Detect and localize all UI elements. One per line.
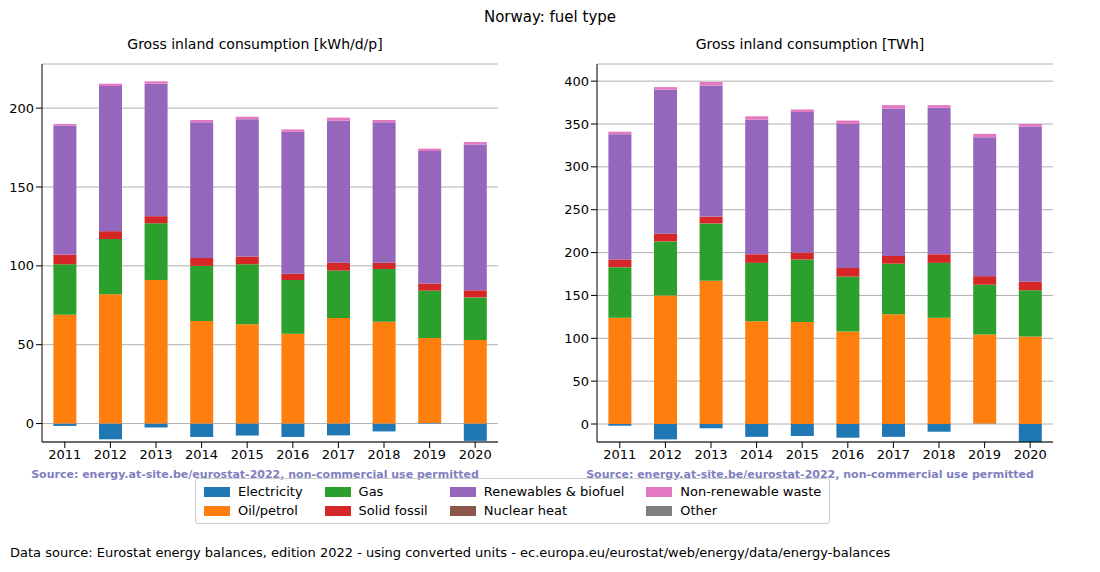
svg-text:2019: 2019: [413, 447, 446, 462]
svg-text:2017: 2017: [877, 447, 910, 462]
svg-text:2020: 2020: [1014, 447, 1047, 462]
svg-text:100: 100: [564, 331, 589, 346]
html-text:Renewables & biofuel: Renewables & biofuel: [483, 484, 625, 499]
svg-text:2012: 2012: [649, 447, 682, 462]
svg-text:0: 0: [26, 416, 34, 431]
svg-text:300: 300: [564, 159, 589, 174]
html-text:Gross inland consumption [kWh/: Gross inland consumption [kWh/d/p]: [127, 36, 383, 52]
svg-text:50: 50: [572, 374, 589, 389]
svg-text:350: 350: [564, 117, 589, 132]
svg-text:2013: 2013: [694, 447, 727, 462]
svg-text:250: 250: [564, 202, 589, 217]
svg-text:2011: 2011: [603, 447, 636, 462]
svg-text:2015: 2015: [786, 447, 819, 462]
svg-text:200: 200: [564, 245, 589, 260]
svg-text:50: 50: [17, 337, 34, 352]
svg-text:400: 400: [564, 74, 589, 89]
svg-text:2015: 2015: [231, 447, 264, 462]
html-text:Source: energy.at-site.be/euro: Source: energy.at-site.be/eurostat-2022,…: [31, 468, 479, 481]
svg-text:2018: 2018: [922, 447, 955, 462]
svg-text:2013: 2013: [139, 447, 172, 462]
svg-text:2018: 2018: [367, 447, 400, 462]
svg-text:2014: 2014: [185, 447, 218, 462]
html-text:Gross inland consumption [TWh]: Gross inland consumption [TWh]: [695, 36, 925, 52]
svg-text:150: 150: [564, 288, 589, 303]
svg-text:100: 100: [9, 258, 34, 273]
html-text:Gas: Gas: [358, 484, 384, 499]
html-text:Electricity: Electricity: [238, 484, 303, 499]
html-text:Source: energy.at-site.be/euro: Source: energy.at-site.be/eurostat-2022,…: [586, 468, 1034, 481]
svg-text:2020: 2020: [459, 447, 492, 462]
svg-text:150: 150: [9, 180, 34, 195]
html-text:Data source: Eurostat energy b: Data source: Eurostat energy balances, e…: [10, 545, 891, 560]
html-text:Non-renewable waste: Non-renewable waste: [680, 484, 822, 499]
svg-text:2011: 2011: [48, 447, 81, 462]
html-text:Nuclear heat: Nuclear heat: [483, 503, 568, 518]
svg-text:200: 200: [9, 101, 34, 116]
svg-text:2012: 2012: [94, 447, 127, 462]
html-text:Other: Other: [680, 503, 718, 518]
html-text:Norway: fuel type: Norway: fuel type: [484, 8, 616, 26]
svg-text:2017: 2017: [322, 447, 355, 462]
html-text:Solid fossil: Solid fossil: [358, 503, 428, 518]
svg-text:2014: 2014: [740, 447, 773, 462]
svg-text:2016: 2016: [831, 447, 864, 462]
svg-text:0: 0: [581, 417, 589, 432]
html-text:Oil/petrol: Oil/petrol: [238, 503, 298, 518]
svg-text:2019: 2019: [968, 447, 1001, 462]
svg-text:2016: 2016: [276, 447, 309, 462]
